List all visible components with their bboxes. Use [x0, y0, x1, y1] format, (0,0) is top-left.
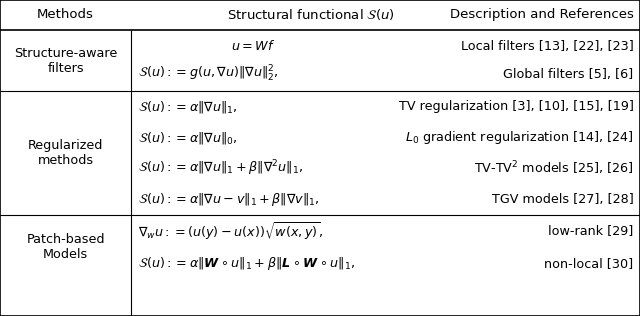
- Text: TV-TV$^2$ models [25], [26]: TV-TV$^2$ models [25], [26]: [474, 160, 634, 177]
- Text: $\mathcal{S}(u):=\alpha\|\nabla u\|_1+\beta\|\nabla^2 u\|_1,$: $\mathcal{S}(u):=\alpha\|\nabla u\|_1+\b…: [138, 159, 303, 178]
- Text: Structure-aware
filters: Structure-aware filters: [14, 46, 117, 75]
- Text: $\nabla_w u:=(u(y)-u(x))\sqrt{w(x,y)},$: $\nabla_w u:=(u(y)-u(x))\sqrt{w(x,y)},$: [138, 220, 323, 242]
- Text: $\mathcal{S}(u):=g(u,\nabla u)\|\nabla u\|_2^2,$: $\mathcal{S}(u):=g(u,\nabla u)\|\nabla u…: [138, 64, 278, 84]
- Text: $\mathcal{S}(u):=\alpha\|\boldsymbol{W}\circ u\|_1+\beta\|\boldsymbol{L}\circ\bo: $\mathcal{S}(u):=\alpha\|\boldsymbol{W}\…: [138, 255, 355, 272]
- Text: Structural functional $\mathcal{S}(u)$: Structural functional $\mathcal{S}(u)$: [227, 7, 395, 22]
- Text: $\mathcal{S}(u):=\alpha\|\nabla u-v\|_1+\beta\|\nabla v\|_1,$: $\mathcal{S}(u):=\alpha\|\nabla u-v\|_1+…: [138, 191, 319, 208]
- Text: Methods: Methods: [37, 8, 94, 21]
- Text: TGV models [27], [28]: TGV models [27], [28]: [492, 193, 634, 206]
- Text: TV regularization [3], [10], [15], [19]: TV regularization [3], [10], [15], [19]: [399, 100, 634, 113]
- Text: $\mathcal{S}(u):=\alpha\|\nabla u\|_1,$: $\mathcal{S}(u):=\alpha\|\nabla u\|_1,$: [138, 99, 237, 115]
- Text: non-local [30]: non-local [30]: [545, 257, 634, 270]
- Text: Patch-based
Models: Patch-based Models: [26, 233, 105, 261]
- Text: $\mathcal{S}(u):=\alpha\|\nabla u\|_0,$: $\mathcal{S}(u):=\alpha\|\nabla u\|_0,$: [138, 130, 237, 146]
- Text: Regularized
methods: Regularized methods: [28, 139, 103, 167]
- Text: Description and References: Description and References: [450, 8, 634, 21]
- Text: $u = Wf$: $u = Wf$: [230, 39, 275, 53]
- Text: low-rank [29]: low-rank [29]: [548, 224, 634, 237]
- Text: Local filters [13], [22], [23]: Local filters [13], [22], [23]: [461, 40, 634, 53]
- Text: Global filters [5], [6]: Global filters [5], [6]: [504, 68, 634, 81]
- Text: $L_0$ gradient regularization [14], [24]: $L_0$ gradient regularization [14], [24]: [405, 129, 634, 146]
